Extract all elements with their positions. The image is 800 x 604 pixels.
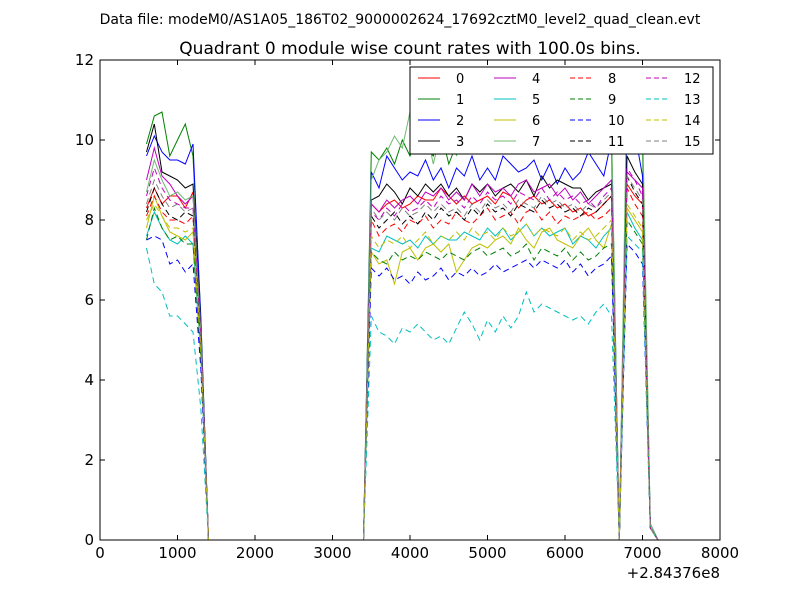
- legend-label-4: 4: [532, 72, 540, 87]
- series-line-8: [146, 187, 659, 541]
- series-line-6: [146, 194, 659, 541]
- x-tick-label: 7000: [623, 544, 661, 562]
- y-tick-label: 10: [75, 131, 94, 149]
- series-line-0: [146, 182, 659, 541]
- legend-label-0: 0: [456, 72, 464, 87]
- legend-label-5: 5: [532, 93, 540, 108]
- x-tick-label: 6000: [546, 544, 584, 562]
- series-line-15: [146, 174, 659, 541]
- x-axis-offset-label: +2.84376e8: [627, 564, 720, 582]
- series-line-3: [146, 123, 659, 541]
- axes-layer: 0 1000 2000 3000 4000 5000 6000 7000 80000246810…: [75, 51, 739, 562]
- y-tick-label: 6: [84, 291, 94, 309]
- x-tick-label: 3000: [313, 544, 351, 562]
- series-line-13: [146, 234, 659, 541]
- x-tick-label: 1000: [158, 544, 196, 562]
- series-line-2: [146, 115, 659, 541]
- legend-label-12: 12: [684, 72, 701, 87]
- x-tick-label: 8000: [701, 544, 739, 562]
- y-tick-label: 12: [75, 51, 94, 69]
- legend-label-2: 2: [456, 114, 464, 129]
- y-tick-label: 2: [84, 451, 94, 469]
- legend-label-10: 10: [608, 114, 625, 129]
- data-file-label: Data file: modeM0/AS1A05_186T02_90000026…: [100, 12, 701, 28]
- legend-label-14: 14: [684, 114, 701, 129]
- y-tick-label: 0: [84, 531, 94, 549]
- series-line-11: [146, 175, 659, 541]
- series-line-14: [146, 202, 659, 541]
- x-tick-label: 2000: [236, 544, 274, 562]
- series-line-10: [146, 235, 659, 541]
- legend-box: [409, 66, 714, 155]
- legend-label-11: 11: [608, 135, 625, 150]
- legend-label-7: 7: [532, 135, 540, 150]
- series-line-5: [146, 210, 659, 541]
- legend-label-9: 9: [608, 93, 616, 108]
- x-tick-label: 4000: [391, 544, 429, 562]
- legend-label-3: 3: [456, 135, 464, 150]
- y-tick-label: 4: [84, 371, 94, 389]
- series-line-4: [146, 146, 659, 541]
- y-tick-label: 8: [84, 211, 94, 229]
- legend-label-1: 1: [456, 93, 464, 108]
- legend-label-15: 15: [684, 135, 701, 150]
- series-line-9: [146, 206, 659, 541]
- series-line-1: [146, 111, 659, 541]
- chart-title: Quadrant 0 module wise count rates with …: [179, 39, 640, 59]
- legend-label-13: 13: [684, 93, 701, 108]
- legend-label-6: 6: [532, 114, 540, 129]
- x-tick-label: 5000: [468, 544, 506, 562]
- x-tick-label: 0: [95, 544, 105, 562]
- legend-label-8: 8: [608, 72, 616, 87]
